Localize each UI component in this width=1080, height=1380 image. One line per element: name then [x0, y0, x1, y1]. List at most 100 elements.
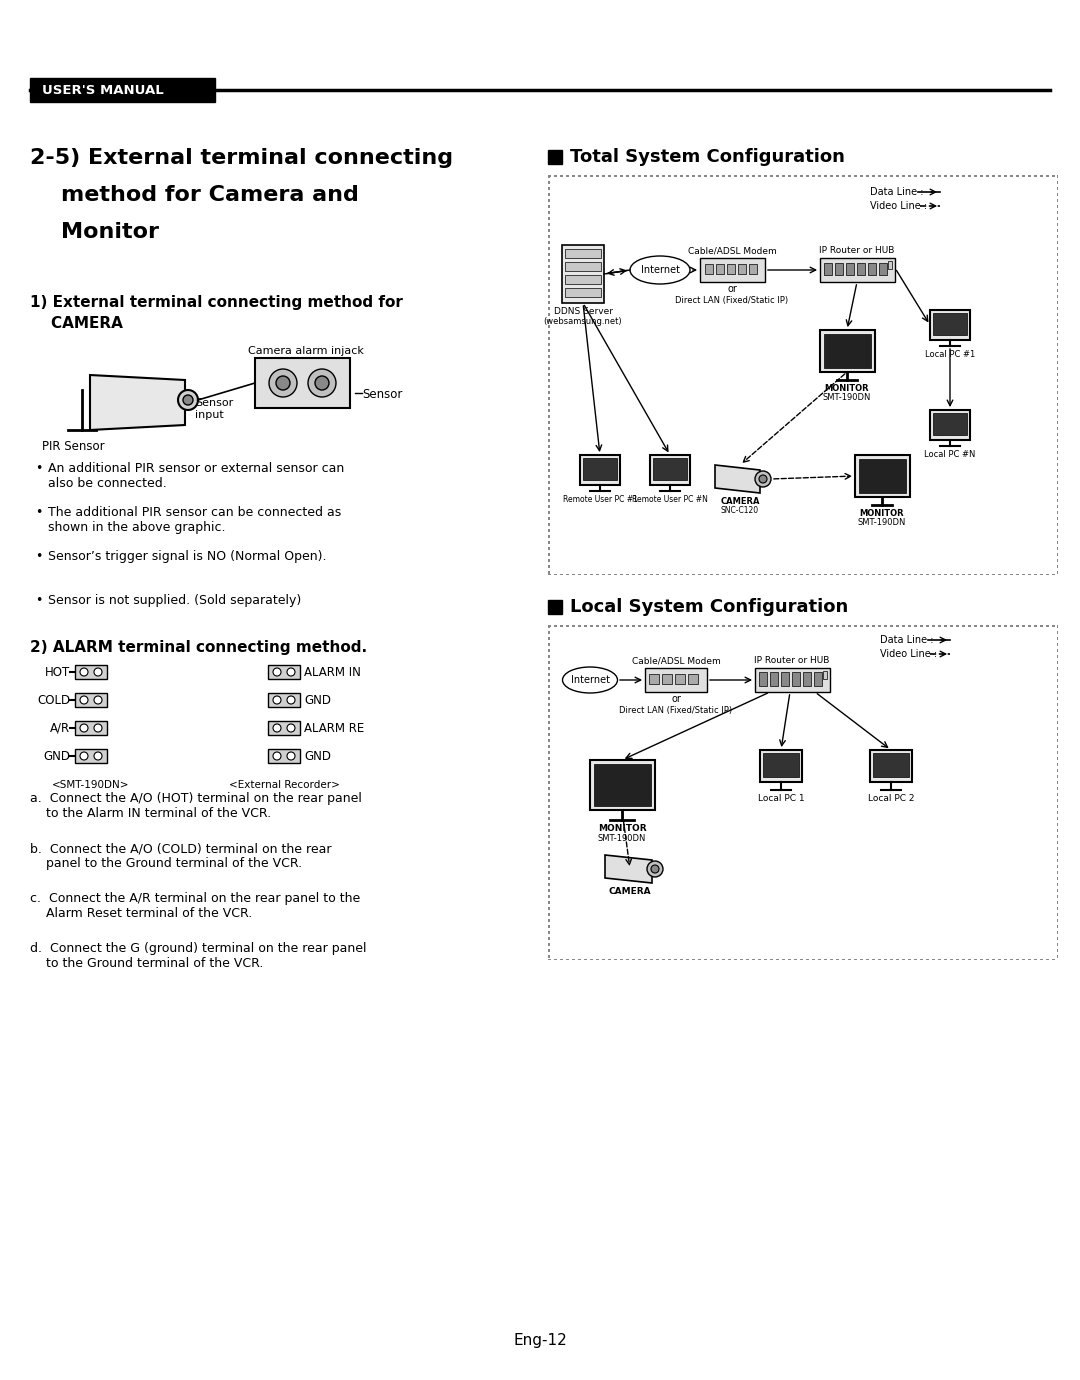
- Bar: [674, 175, 677, 177]
- Bar: [1056, 344, 1058, 346]
- Bar: [1056, 914, 1058, 916]
- Bar: [956, 625, 959, 627]
- Bar: [548, 553, 550, 556]
- Bar: [562, 246, 604, 304]
- Text: a.  Connect the A/O (HOT) terminal on the rear panel
    to the Alarm IN termina: a. Connect the A/O (HOT) terminal on the…: [30, 792, 362, 820]
- Circle shape: [647, 861, 663, 878]
- Bar: [998, 625, 1001, 627]
- Bar: [548, 751, 550, 753]
- Bar: [812, 625, 815, 627]
- Bar: [716, 175, 719, 177]
- Bar: [1056, 493, 1058, 495]
- Bar: [548, 188, 550, 190]
- Bar: [914, 959, 917, 960]
- Text: Sensor’s trigger signal is NO (Normal Open).: Sensor’s trigger signal is NO (Normal Op…: [48, 551, 326, 563]
- Bar: [548, 673, 550, 676]
- Bar: [674, 625, 677, 627]
- Bar: [1056, 482, 1058, 484]
- Bar: [548, 331, 550, 334]
- Bar: [626, 625, 629, 627]
- Bar: [1056, 865, 1058, 868]
- Bar: [758, 175, 761, 177]
- Bar: [740, 959, 743, 960]
- Bar: [548, 367, 550, 370]
- Bar: [854, 625, 858, 627]
- Bar: [680, 574, 683, 575]
- Text: Sensor: Sensor: [362, 388, 403, 402]
- Bar: [548, 277, 550, 280]
- Text: or: or: [727, 284, 737, 294]
- Bar: [1056, 625, 1058, 628]
- Bar: [1028, 175, 1031, 177]
- Bar: [1016, 959, 1020, 960]
- Bar: [1056, 523, 1058, 526]
- Bar: [1056, 720, 1058, 724]
- Bar: [812, 574, 815, 575]
- Bar: [1056, 656, 1058, 658]
- Bar: [974, 625, 977, 627]
- Bar: [1056, 385, 1058, 388]
- Bar: [602, 959, 605, 960]
- Bar: [1056, 829, 1058, 832]
- Text: SMT-190DN: SMT-190DN: [858, 518, 906, 527]
- Text: PIR Sensor: PIR Sensor: [42, 440, 105, 453]
- Bar: [548, 740, 550, 742]
- Bar: [548, 600, 562, 614]
- Bar: [548, 878, 550, 880]
- Bar: [788, 175, 791, 177]
- Bar: [1056, 878, 1058, 880]
- Bar: [548, 464, 550, 466]
- Bar: [738, 264, 746, 275]
- Bar: [792, 672, 800, 686]
- Bar: [548, 487, 550, 490]
- Bar: [723, 574, 725, 575]
- Bar: [638, 959, 642, 960]
- Bar: [548, 684, 550, 689]
- Bar: [920, 574, 923, 575]
- Text: or: or: [671, 694, 680, 704]
- Text: Total System Configuration: Total System Configuration: [570, 148, 845, 166]
- Bar: [1056, 295, 1058, 298]
- Circle shape: [94, 724, 102, 731]
- Bar: [602, 625, 605, 627]
- Bar: [554, 574, 557, 575]
- Bar: [896, 574, 899, 575]
- Bar: [727, 264, 735, 275]
- Bar: [548, 181, 550, 184]
- Bar: [824, 334, 870, 368]
- Bar: [1056, 740, 1058, 742]
- Bar: [1056, 937, 1058, 940]
- Bar: [824, 625, 827, 627]
- Circle shape: [287, 668, 295, 676]
- Bar: [710, 175, 713, 177]
- Bar: [1010, 574, 1013, 575]
- Bar: [584, 625, 588, 627]
- Bar: [548, 337, 550, 339]
- Text: COLD: COLD: [37, 694, 70, 707]
- Bar: [716, 574, 719, 575]
- Bar: [608, 959, 611, 960]
- Text: CAMERA: CAMERA: [609, 887, 651, 896]
- Bar: [268, 665, 300, 679]
- Bar: [782, 175, 785, 177]
- Bar: [548, 193, 550, 196]
- Bar: [548, 925, 550, 927]
- Bar: [1056, 787, 1058, 789]
- Text: CAMERA: CAMERA: [720, 497, 759, 506]
- Bar: [723, 959, 725, 960]
- Bar: [620, 959, 623, 960]
- Bar: [705, 264, 713, 275]
- Bar: [650, 959, 653, 960]
- Bar: [806, 625, 809, 627]
- Bar: [914, 175, 917, 177]
- Bar: [728, 959, 731, 960]
- Circle shape: [273, 724, 281, 731]
- Text: GND: GND: [303, 749, 330, 763]
- Bar: [1056, 457, 1058, 460]
- Bar: [548, 932, 550, 934]
- Bar: [950, 175, 953, 177]
- Bar: [944, 625, 947, 627]
- Bar: [1052, 625, 1055, 627]
- Bar: [656, 175, 659, 177]
- Bar: [548, 288, 550, 293]
